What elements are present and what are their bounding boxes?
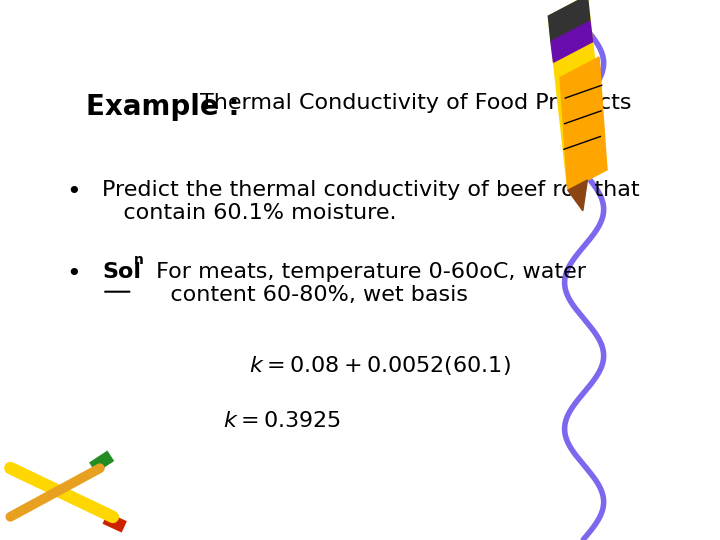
Text: $k = 0.08 + 0.0052(60.1)$: $k = 0.08 + 0.0052(60.1)$ — [249, 354, 510, 377]
Polygon shape — [551, 21, 593, 62]
Text: n: n — [134, 253, 143, 267]
Text: Sol: Sol — [102, 262, 141, 282]
Polygon shape — [549, 0, 607, 190]
Text: For meats, temperature 0-60oC, water
   content 60-80%, wet basis: For meats, temperature 0-60oC, water con… — [149, 262, 586, 305]
Polygon shape — [560, 57, 607, 190]
Text: Thermal Conductivity of Food Products: Thermal Conductivity of Food Products — [200, 93, 631, 113]
Text: Example :: Example : — [86, 93, 249, 121]
Text: •: • — [66, 180, 81, 204]
Text: •: • — [66, 262, 81, 286]
Text: $k = 0.3925$: $k = 0.3925$ — [222, 410, 341, 430]
Polygon shape — [568, 180, 588, 211]
Polygon shape — [549, 0, 590, 42]
Text: Predict the thermal conductivity of beef roll that
   contain 60.1% moisture.: Predict the thermal conductivity of beef… — [102, 180, 640, 223]
